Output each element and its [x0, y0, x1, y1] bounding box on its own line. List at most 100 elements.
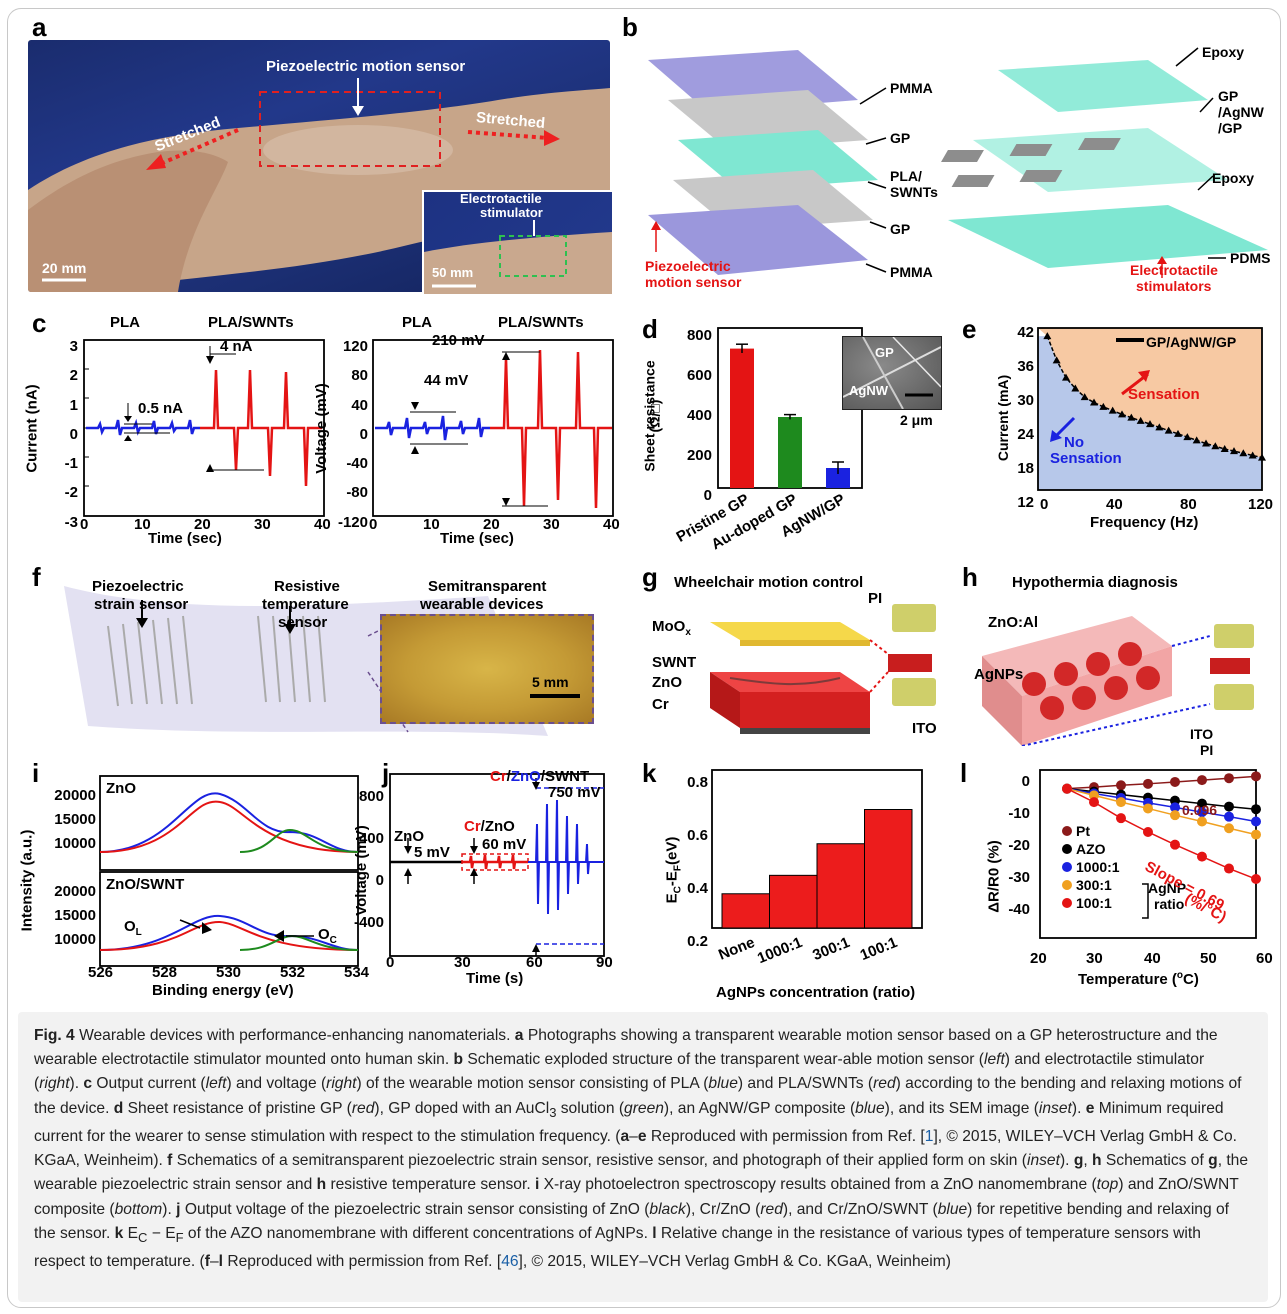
c-right-annot-small: 44 mV — [424, 372, 469, 389]
h-znoal: ZnO:Al — [988, 614, 1038, 631]
b-right-gp2: /GP — [1218, 120, 1243, 136]
l-point — [1197, 775, 1207, 786]
panel-label-d: d — [642, 314, 658, 344]
panel-label-b: b — [622, 12, 638, 42]
i-top-yticks: 20000 15000 10000 — [54, 787, 96, 852]
panel-c-charts — [83, 339, 614, 517]
c-right-yticks: 120 80 40 0 -40 -80 -120 — [337, 338, 368, 531]
h-ito: ITO — [1190, 726, 1214, 742]
g-moox: MoOx — [652, 618, 691, 638]
b-layer-pmma-top: PMMA — [890, 80, 933, 96]
figure-caption: Fig. 4 Wearable devices with performance… — [18, 1012, 1268, 1302]
e-arrow-down-head — [1050, 430, 1062, 442]
l-xlabel: Temperature (oC) — [1078, 970, 1199, 988]
j-crzno: Cr/ZnO — [464, 818, 515, 835]
e-point — [1220, 444, 1229, 452]
f-semi-2: wearable devices — [420, 596, 544, 613]
l-point — [1251, 874, 1261, 885]
f-resist-3: sensor — [278, 614, 328, 631]
e-point — [1202, 439, 1210, 447]
e-point — [1192, 436, 1201, 444]
g-zno: ZnO — [652, 674, 682, 691]
e-legend: GP/AgNW/GP — [1146, 334, 1237, 350]
l-bracket — [1142, 883, 1149, 919]
caption-body: a Photographs showing a transparent wear… — [34, 1027, 1249, 1271]
panel-b-schematic — [648, 47, 1268, 278]
panel-l-chart — [1039, 769, 1261, 939]
panel-h-schematic — [982, 616, 1254, 746]
i-oc: OC — [318, 926, 337, 946]
c-left-annot-large: 4 nA — [220, 338, 253, 355]
panel-j-chart — [389, 773, 605, 957]
i-ol: OL — [124, 918, 142, 938]
l-point — [1224, 863, 1234, 874]
b-layer-gp-1: GP — [890, 130, 911, 146]
b-left-caption-2: motion sensor — [645, 274, 742, 290]
i-ylabel: Intensity (a.u.) — [18, 829, 36, 932]
d-inset-scale: 2 μm — [900, 412, 933, 428]
inset-label-1: Electrotactile — [460, 191, 542, 206]
c-left-yticks: 3 2 1 0 -1 -2 -3 — [64, 338, 78, 531]
layer-pmma-bottom — [648, 205, 868, 275]
panel-label-j: j — [382, 758, 390, 788]
k-tick-label: 300:1 — [810, 934, 852, 964]
b-right-epoxy-bottom: Epoxy — [1212, 170, 1255, 186]
panel-label-f: f — [32, 562, 41, 592]
b-layer-gp-2: GP — [890, 221, 911, 237]
l-point — [1224, 823, 1234, 834]
c-right-xlabel: Time (sec) — [440, 530, 514, 547]
e-point — [1052, 356, 1061, 364]
l-agnp: AgNP — [1148, 880, 1187, 896]
panel-label-a: a — [32, 12, 47, 42]
inset-label-2: stimulator — [480, 205, 543, 220]
l-point — [1224, 801, 1234, 812]
c-left-pla-trace — [86, 418, 200, 436]
l-point — [1170, 810, 1180, 821]
c-right-ylabel: Voltage (mV) — [312, 383, 330, 474]
f-scale: 5 mm — [532, 674, 569, 690]
c-right-annot-large: 210 mV — [432, 332, 485, 349]
e-no: No — [1064, 434, 1084, 451]
panel-label-h: h — [962, 562, 978, 592]
l-point — [1224, 773, 1234, 784]
l-point — [1224, 811, 1234, 822]
l-point — [1251, 816, 1261, 827]
d-ylabel-2: (Ω/□) — [646, 399, 663, 433]
l-point — [1170, 839, 1180, 850]
e-arrow-up-head — [1138, 370, 1150, 382]
f-resist-2: temperature — [262, 596, 349, 613]
d-bar — [730, 348, 754, 488]
d-yticks: 800 600 400 200 0 — [686, 327, 712, 504]
d-sem-inset: GP AgNW — [842, 336, 942, 410]
l-axes — [1039, 769, 1257, 939]
e-point — [1099, 402, 1108, 410]
l-point — [1197, 798, 1207, 809]
k-yticks: 0.8 0.6 0.4 0.2 — [687, 774, 708, 950]
k-bar — [769, 874, 818, 929]
d-inset-gp: GP — [875, 345, 894, 360]
l-point — [1197, 816, 1207, 827]
b-left-caption-1: Piezoelectric — [645, 258, 731, 274]
l-ylabel: ΔR/R0 (%) — [985, 840, 1003, 913]
e-point — [1155, 423, 1164, 431]
l-legend-1000: 1000:1 — [1062, 858, 1120, 876]
b-right-pdms: PDMS — [1230, 250, 1271, 266]
l-point — [1116, 813, 1126, 824]
e-point — [1043, 332, 1052, 340]
g-pi: PI — [868, 590, 883, 607]
b-right-caption-1: Electrotactile — [1130, 262, 1218, 278]
e-point — [1230, 447, 1238, 455]
b-layer-pla: PLA/ — [890, 168, 922, 184]
l-point — [1143, 826, 1153, 837]
j-triple: Cr/ZnO/SWNT — [490, 768, 590, 785]
l-point — [1116, 780, 1126, 791]
e-point — [1108, 406, 1117, 414]
f-photo: 5 mm — [380, 614, 594, 724]
e-no-sensation: Sensation — [1050, 450, 1122, 467]
j-crzno-val: 60 mV — [482, 836, 527, 853]
e-sensation-region — [1038, 328, 1262, 458]
j-zno: ZnO — [394, 828, 424, 845]
l-legend: Pt AZO 1000:1 300:1 100:1 — [1062, 822, 1120, 912]
i-bottom-title: ZnO/SWNT — [106, 876, 185, 893]
